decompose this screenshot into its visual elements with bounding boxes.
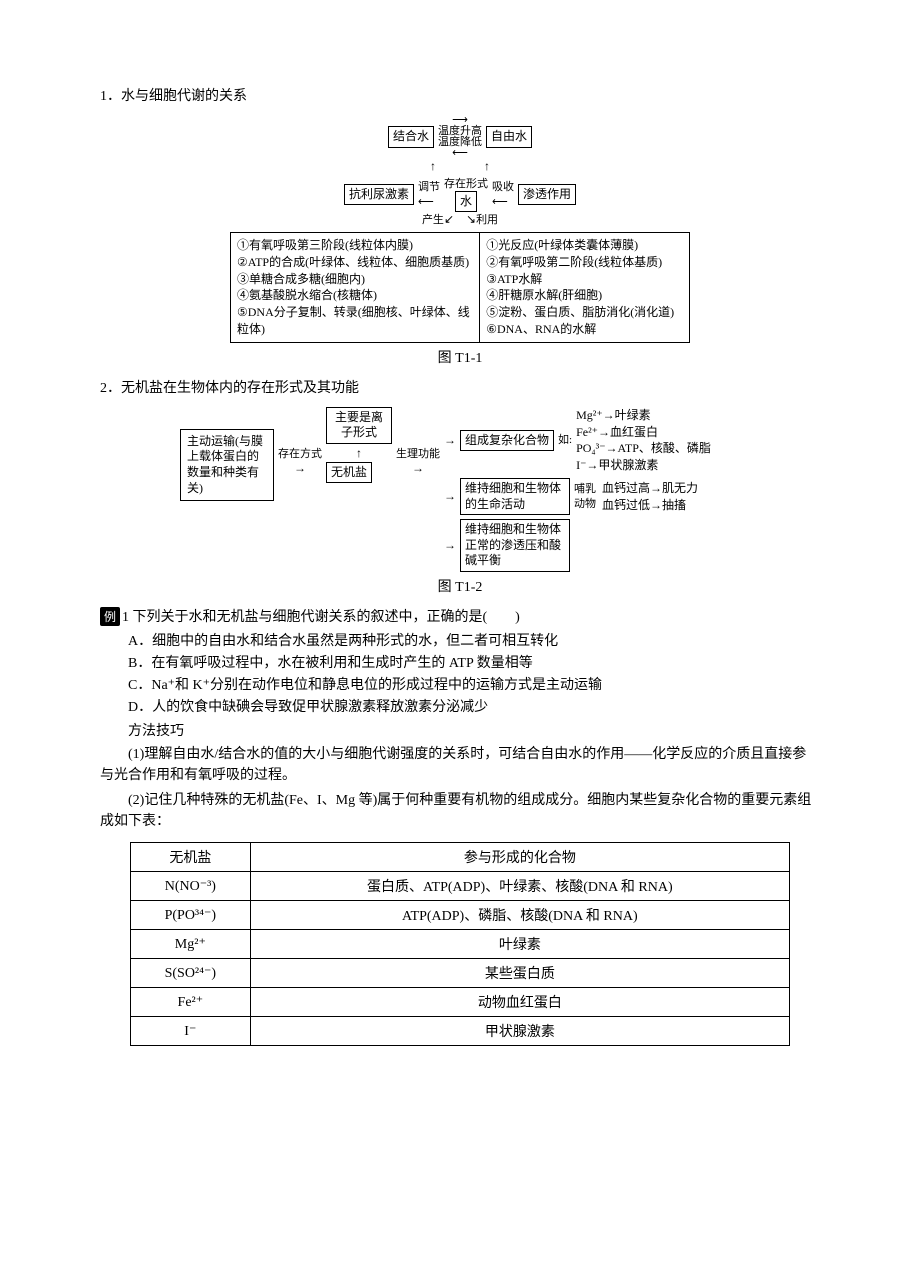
section2-title: 2．无机盐在生物体内的存在形式及其功能 <box>100 377 820 397</box>
examples-calcium: 血钙过高→肌无力 血钙过低→抽搐 <box>602 480 698 514</box>
vertical-connector: ↑ ↑ <box>230 159 690 175</box>
table-row: Mg²⁺叶绿素 <box>131 930 790 959</box>
box-adh: 抗利尿激素 <box>344 184 414 206</box>
d1-right-5: ⑤淀粉、蛋白质、脂肪消化(消化道) <box>486 304 683 321</box>
box-bound-water: 结合水 <box>388 126 434 148</box>
compound-table: 无机盐 参与形成的化合物 N(NO⁻³)蛋白质、ATP(ADP)、叶绿素、核酸(… <box>130 842 790 1046</box>
label-exist-form: 存在形式 <box>444 177 488 191</box>
box-osmosis: 渗透作用 <box>518 184 576 206</box>
label-use: 利用 <box>476 214 498 226</box>
d1-right-6: ⑥DNA、RNA的水解 <box>486 321 683 338</box>
table-row: N(NO⁻³)蛋白质、ATP(ADP)、叶绿素、核酸(DNA 和 RNA) <box>131 872 790 901</box>
cell: 某些蛋白质 <box>250 959 789 988</box>
choice-a: A．细胞中的自由水和结合水虽然是两种形式的水，但二者可相互转化 <box>128 630 820 650</box>
cell: S(SO²⁴⁻) <box>131 959 251 988</box>
box-water: 水 <box>455 191 477 213</box>
arrow-right-icon: → <box>444 538 456 554</box>
method-heading: 方法技巧 <box>128 720 820 740</box>
method-para2: (2)记住几种特殊的无机盐(Fe、I、Mg 等)属于何种重要有机物的组成成分。细… <box>100 790 820 832</box>
diagram1-right-list: ①光反应(叶绿体类囊体薄膜) ②有氧呼吸第二阶段(线粒体基质) ③ATP水解 ④… <box>480 233 689 342</box>
section1-title: 1．水与细胞代谢的关系 <box>100 85 820 105</box>
example-marker-icon: 例 <box>100 607 120 626</box>
label-regulate: 调节⟵ <box>418 180 440 209</box>
d1-left-4: ④氨基酸脱水缩合(核糖体) <box>237 287 473 304</box>
method-para1: (1)理解自由水/结合水的值的大小与细胞代谢强度的关系时，可结合自由水的作用——… <box>100 744 820 786</box>
diagram1-left-list: ①有氧呼吸第三阶段(线粒体内膜) ②ATP的合成(叶绿体、线粒体、细胞质基质) … <box>231 233 480 342</box>
cell: Fe²⁺ <box>131 988 251 1017</box>
d1-right-1: ①光反应(叶绿体类囊体薄膜) <box>486 237 683 254</box>
cell: N(NO⁻³) <box>131 872 251 901</box>
table-row: I⁻甲状腺激素 <box>131 1017 790 1046</box>
box-ion-form: 主要是离子形式 <box>326 407 392 444</box>
d1-right-4: ④肝糖原水解(肝细胞) <box>486 287 683 304</box>
box-func-osmotic: 维持细胞和生物体正常的渗透压和酸碱平衡 <box>460 519 570 572</box>
table-row: S(SO²⁴⁻)某些蛋白质 <box>131 959 790 988</box>
d1-left-2: ②ATP的合成(叶绿体、线粒体、细胞质基质) <box>237 254 473 271</box>
d1-left-1: ①有氧呼吸第三阶段(线粒体内膜) <box>237 237 473 254</box>
ex-fe: Fe²⁺→血红蛋白 <box>576 425 658 439</box>
example-1: 例1 下列关于水和无机盐与细胞代谢关系的叙述中，正确的是( ) <box>100 606 820 626</box>
cell: I⁻ <box>131 1017 251 1046</box>
caption-t1-1: 图 T1-1 <box>100 347 820 367</box>
d1-left-3: ③单糖合成多糖(细胞内) <box>237 271 473 288</box>
cell: ATP(ADP)、磷脂、核酸(DNA 和 RNA) <box>250 901 789 930</box>
label-absorb: 吸收⟵ <box>492 180 514 209</box>
cell: 甲状腺激素 <box>250 1017 789 1046</box>
table-row: P(PO³⁴⁻)ATP(ADP)、磷脂、核酸(DNA 和 RNA) <box>131 901 790 930</box>
arrow-right-icon: → <box>444 433 456 449</box>
arrow-right-icon: → <box>278 461 322 477</box>
cell: Mg²⁺ <box>131 930 251 959</box>
example-number: 1 <box>122 610 129 625</box>
d1-right-3: ③ATP水解 <box>486 271 683 288</box>
box-free-water: 自由水 <box>486 126 532 148</box>
arrow-right-icon: → <box>396 461 440 477</box>
th-salt: 无机盐 <box>131 843 251 872</box>
d1-left-5: ⑤DNA分子复制、转录(细胞核、叶绿体、线粒体) <box>237 304 473 338</box>
examples-compound: Mg²⁺→叶绿素 Fe²⁺→血红蛋白 PO₄³⁻→ATP、核酸、磷脂 I⁻→甲状… <box>576 407 711 474</box>
ex-po4: PO₄³⁻→ATP、核酸、磷脂 <box>576 441 711 455</box>
d1-right-2: ②有氧呼吸第二阶段(线粒体基质) <box>486 254 683 271</box>
table-row: Fe²⁺动物血红蛋白 <box>131 988 790 1017</box>
label-mammal: 哺乳动物 <box>574 482 598 511</box>
cell: P(PO³⁴⁻) <box>131 901 251 930</box>
choice-b: B．在有氧呼吸过程中，水在被利用和生成时产生的 ATP 数量相等 <box>128 652 820 672</box>
ex-ca-low: 血钙过低→抽搐 <box>602 498 686 512</box>
cell: 叶绿素 <box>250 930 789 959</box>
choice-d: D．人的饮食中缺碘会导致促甲状腺激素释放激素分泌减少 <box>128 696 820 716</box>
ex-i: I⁻→甲状腺激素 <box>576 458 658 472</box>
ex-ca-high: 血钙过高→肌无力 <box>602 481 698 495</box>
choice-c: C．Na⁺和 K⁺分别在动作电位和静息电位的形成过程中的运输方式是主动运输 <box>128 674 820 694</box>
th-compound: 参与形成的化合物 <box>250 843 789 872</box>
diagram-t1-2: 主动运输(与膜上载体蛋白的数量和种类有关) 存在方式 → 主要是离子形式 ↑ 无… <box>180 407 740 572</box>
box-active-transport: 主动运输(与膜上载体蛋白的数量和种类有关) <box>180 429 274 501</box>
example-stem: 下列关于水和无机盐与细胞代谢关系的叙述中，正确的是( ) <box>129 610 520 625</box>
table-header-row: 无机盐 参与形成的化合物 <box>131 843 790 872</box>
arrow-up-icon: ↑ <box>326 446 392 462</box>
box-inorganic-salt: 无机盐 <box>326 462 372 484</box>
cell: 蛋白质、ATP(ADP)、叶绿素、核酸(DNA 和 RNA) <box>250 872 789 901</box>
diagram-t1-1: 结合水 ⟶ 温度升高 温度降低 ⟵ 自由水 ↑ ↑ 抗利尿激素 调节⟵ 存在形式… <box>230 115 690 343</box>
label-exist-way: 存在方式 <box>278 447 322 461</box>
arrow-left-icon: ⟵ <box>452 148 468 159</box>
caption-t1-2: 图 T1-2 <box>100 576 820 596</box>
arrow-right-icon: → <box>444 489 456 505</box>
box-func-compound: 组成复杂化合物 <box>460 430 554 452</box>
ex-mg: Mg²⁺→叶绿素 <box>576 408 651 422</box>
label-phys-func: 生理功能 <box>396 447 440 461</box>
label-produce: 产生 <box>422 214 444 226</box>
cell: 动物血红蛋白 <box>250 988 789 1017</box>
label-example: 如: <box>558 433 572 447</box>
box-func-life: 维持细胞和生物体的生命活动 <box>460 478 570 515</box>
